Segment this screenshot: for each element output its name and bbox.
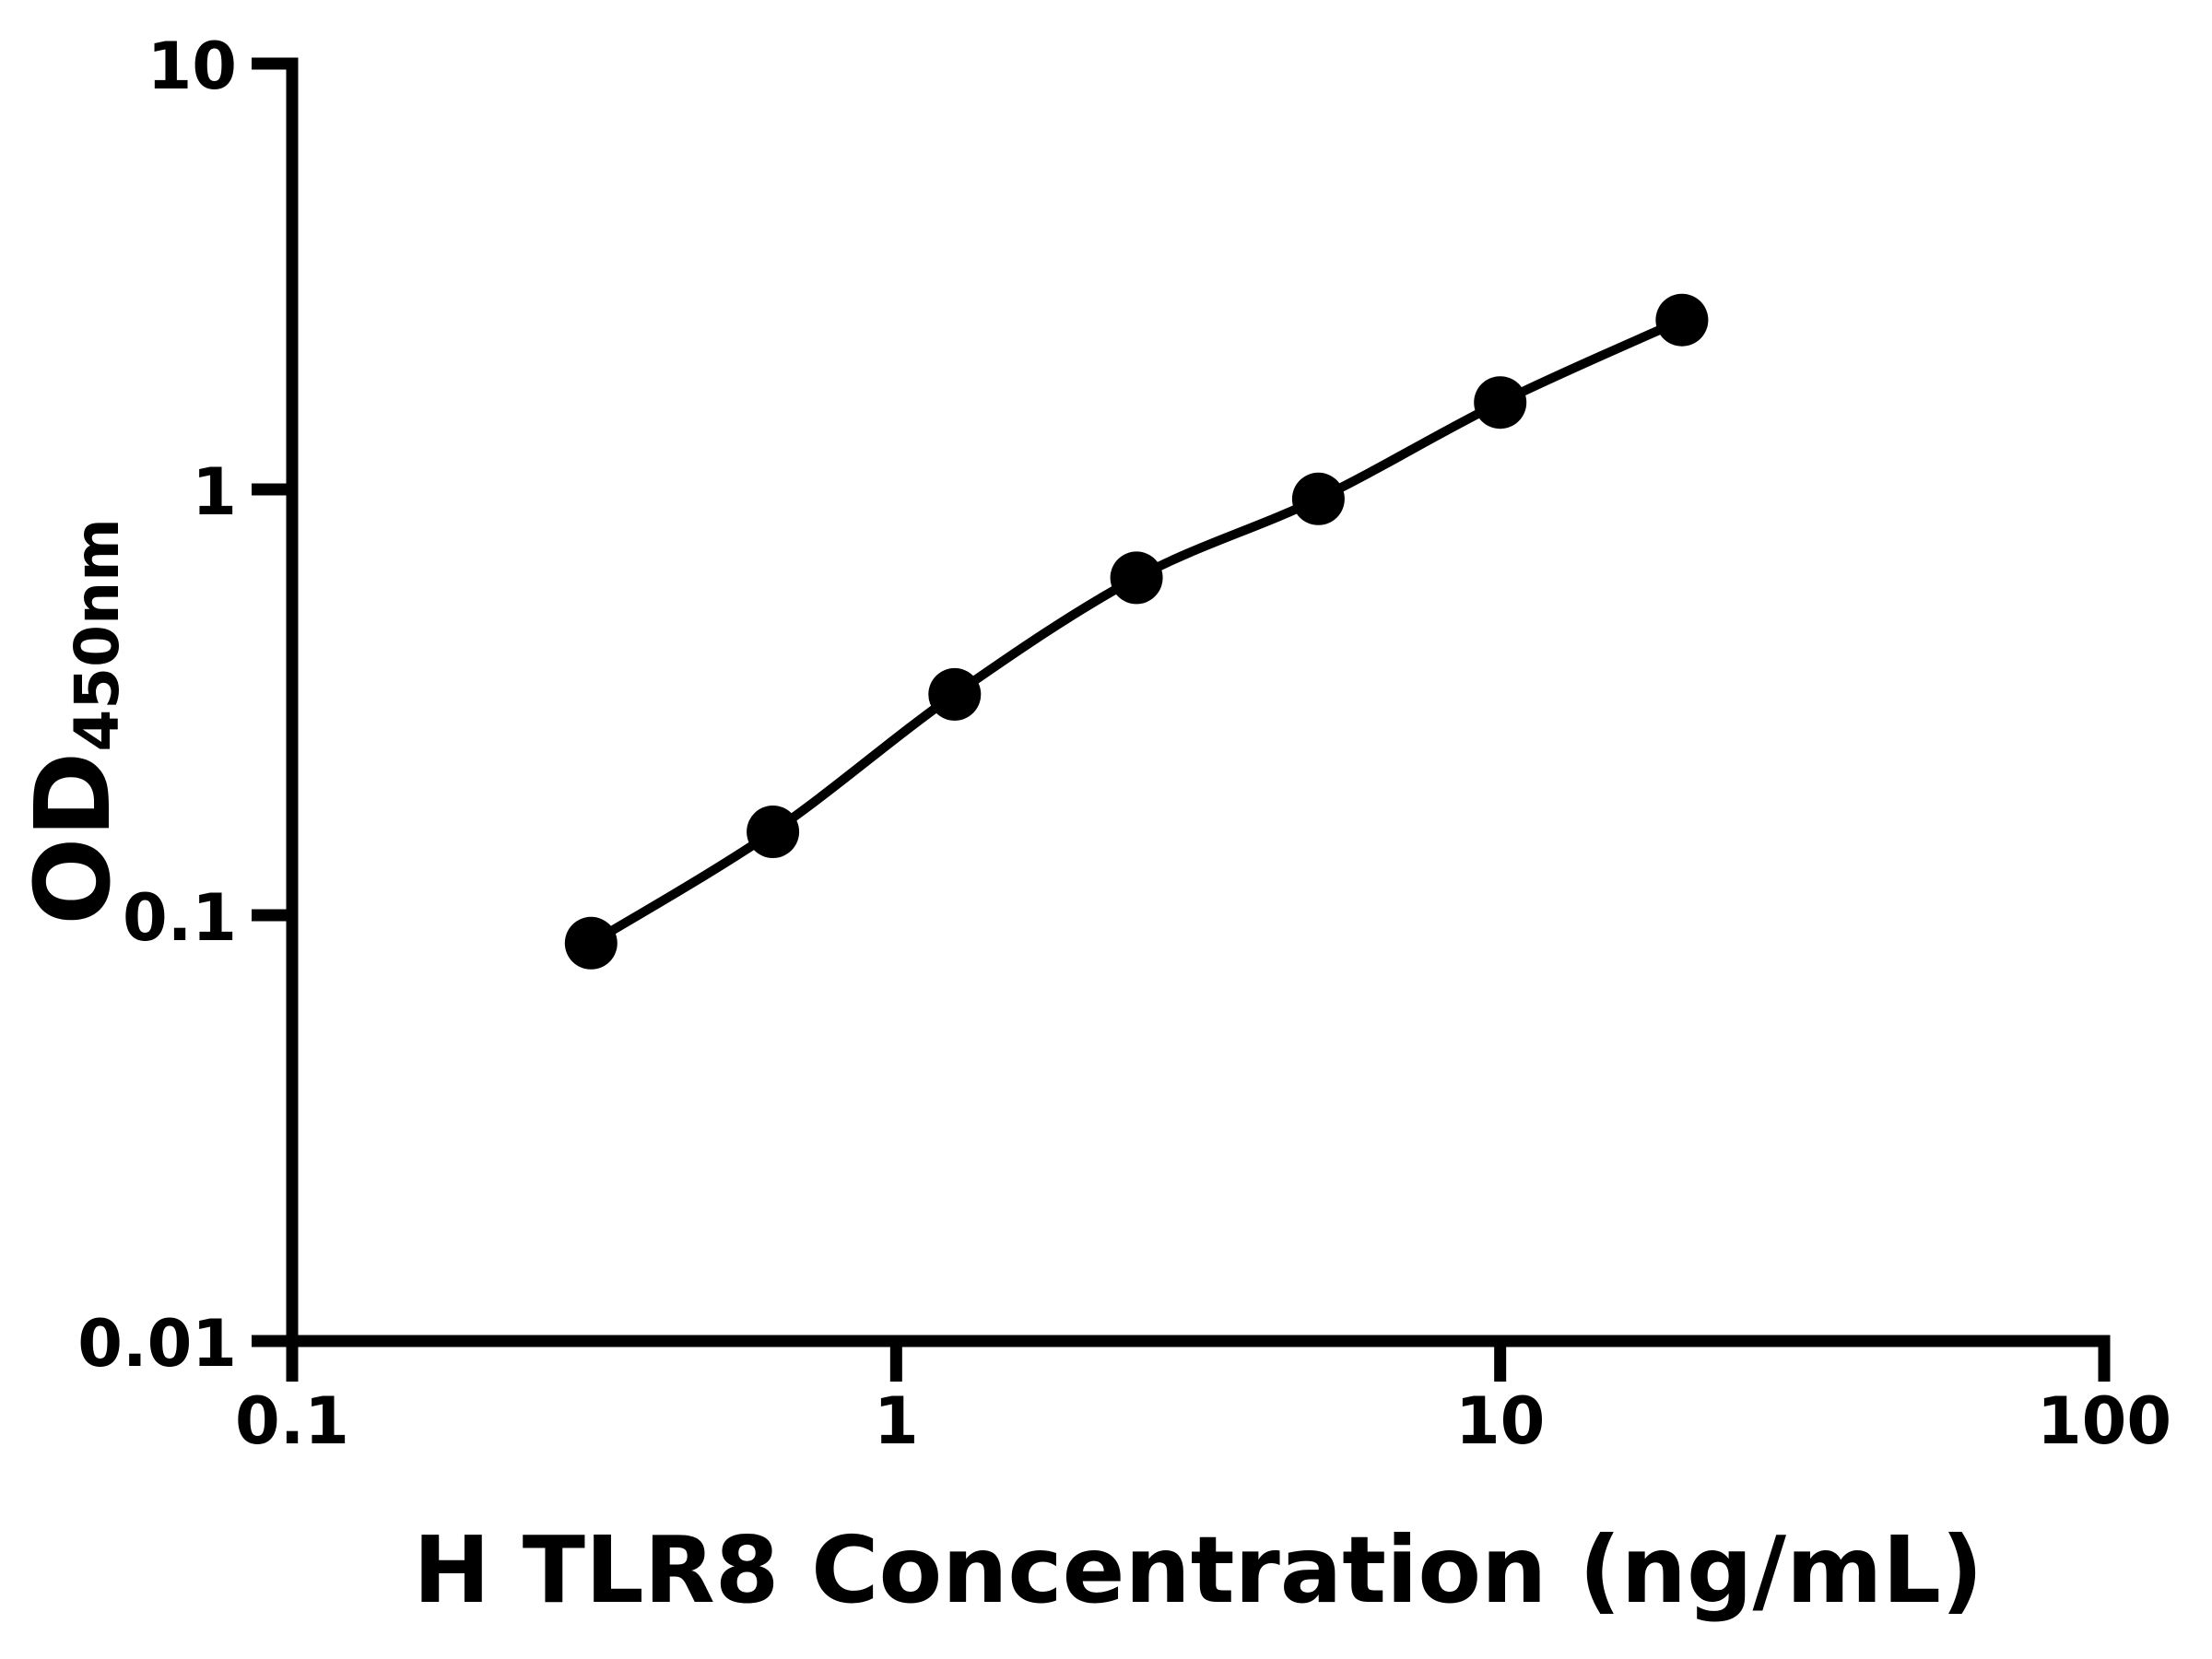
y-axis-title-main: OD xyxy=(14,752,134,925)
x-tick-label: 10 xyxy=(1455,1383,1545,1459)
y-tick-label: 0.01 xyxy=(77,1306,237,1382)
data-point-marker xyxy=(1110,551,1163,605)
data-point-marker xyxy=(1291,472,1345,525)
y-tick-label: 0.1 xyxy=(123,880,237,956)
data-point-marker xyxy=(1474,376,1527,429)
series-layer xyxy=(564,293,1709,970)
y-tick-label: 10 xyxy=(147,29,237,104)
data-point-marker xyxy=(564,916,618,970)
data-point-marker xyxy=(928,667,982,721)
y-tick-label: 1 xyxy=(192,454,237,530)
x-tick-label: 1 xyxy=(874,1383,919,1459)
x-axis-title: H TLR8 Concentration (ng/mL) xyxy=(413,1516,1983,1624)
y-axis-title-subscript: 450nm xyxy=(62,518,133,752)
axes-layer xyxy=(252,57,2111,1382)
x-tick-label: 100 xyxy=(2037,1383,2171,1459)
data-point-marker xyxy=(747,806,800,858)
data-point-marker xyxy=(1655,293,1709,347)
y-axis-title: OD450nm xyxy=(14,518,134,925)
x-tick-label: 0.1 xyxy=(235,1383,349,1459)
